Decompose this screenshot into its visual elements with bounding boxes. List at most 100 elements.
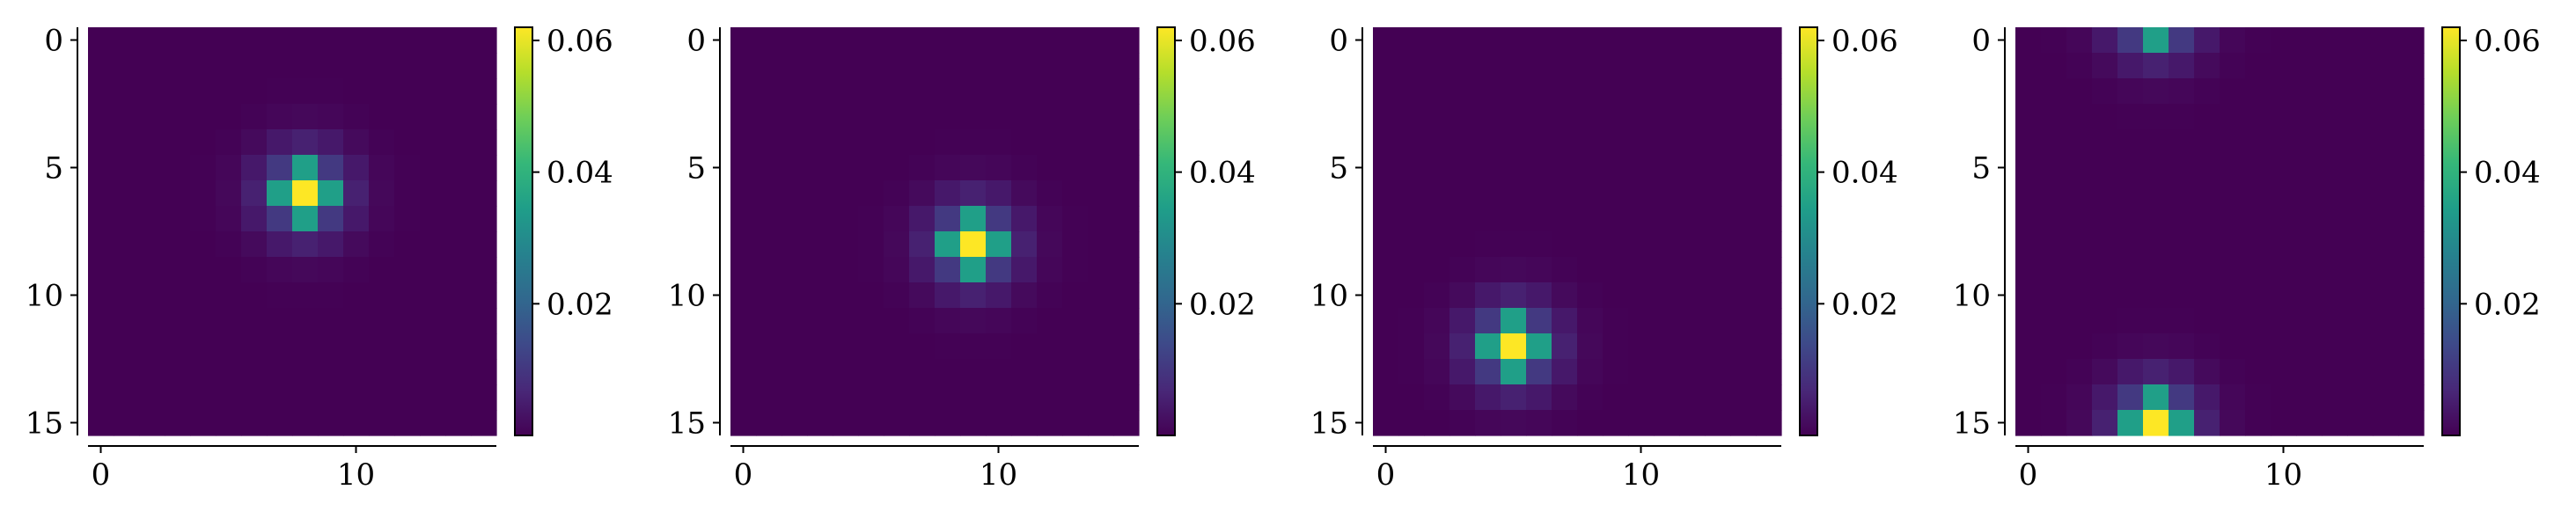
heatmap-cell: [2041, 78, 2067, 105]
heatmap-cell: [88, 53, 114, 79]
heatmap-cell: [88, 104, 114, 130]
heatmap-cell: [1011, 53, 1038, 79]
heatmap-cell: [88, 410, 114, 436]
heatmap-cell: [1756, 282, 1782, 309]
heatmap-cell: [1501, 359, 1527, 385]
heatmap-cell: [756, 384, 782, 411]
heatmap-cell: [2015, 155, 2042, 181]
heatmap-cell: [1628, 104, 1655, 130]
heatmap-cell: [807, 180, 833, 207]
heatmap-cell: [1552, 410, 1578, 436]
heatmap-cell: [2220, 180, 2246, 207]
heatmap-cell: [935, 410, 961, 436]
heatmap-cell: [807, 308, 833, 334]
heatmap-cell: [2373, 104, 2399, 130]
heatmap-cell: [318, 27, 344, 54]
heatmap-cell: [190, 27, 217, 54]
heatmap-cell: [1705, 410, 1731, 436]
heatmap-cell: [114, 104, 140, 130]
heatmap-cell: [2398, 359, 2425, 385]
heatmap-cell: [139, 53, 165, 79]
heatmap-cell: [1730, 206, 1757, 232]
heatmap-cell: [394, 308, 421, 334]
heatmap-cell: [241, 27, 268, 54]
heatmap-cell: [420, 410, 446, 436]
heatmap-cell: [2220, 308, 2246, 334]
heatmap-cell: [292, 206, 319, 232]
heatmap-cell: [986, 206, 1012, 232]
heatmap-cell: [139, 104, 165, 130]
heatmap-cell: [2092, 27, 2118, 54]
heatmap-cell: [1730, 359, 1757, 385]
heatmap-cell: [1603, 333, 1629, 360]
heatmap-cell: [1628, 78, 1655, 105]
heatmap-cell: [1501, 104, 1527, 130]
heatmap-cell: [858, 359, 884, 385]
heatmap-cell: [2347, 27, 2374, 54]
heatmap-cell: [292, 308, 319, 334]
heatmap-cell: [1424, 257, 1450, 283]
heatmap-cell: [1475, 282, 1501, 309]
heatmap-cell: [241, 155, 268, 181]
heatmap-cell: [420, 27, 446, 54]
heatmap-cell: [2194, 78, 2220, 105]
heatmap-cell: [1062, 206, 1089, 232]
heatmap-cell: [909, 410, 936, 436]
heatmap-cell: [730, 333, 757, 360]
heatmap-cell: [756, 129, 782, 156]
heatmap-cell: [1501, 129, 1527, 156]
heatmap-cell: [1113, 257, 1140, 283]
heatmap-cell: [2245, 27, 2271, 54]
heatmap-cell: [1373, 206, 1399, 232]
heatmap-cell: [1449, 384, 1476, 411]
heatmap-cell: [2220, 282, 2246, 309]
heatmap-cell: [782, 53, 808, 79]
heatmap-cell: [1730, 257, 1757, 283]
heatmap-cell: [1654, 359, 1680, 385]
heatmap-panel-1: 0 5 10 15 0 10 0.02 0.04 0.06: [26, 24, 613, 493]
heatmap-cell: [1113, 410, 1140, 436]
heatmap-cell: [267, 308, 293, 334]
heatmap-cell: [1011, 27, 1038, 54]
heatmap-cell: [2271, 282, 2297, 309]
heatmap-cell: [1037, 53, 1063, 79]
heatmap-cell: [833, 231, 859, 258]
heatmap-cell: [2322, 384, 2348, 411]
heatmap-cell: [756, 231, 782, 258]
heatmap-cell: [2373, 206, 2399, 232]
heatmap-cell: [1373, 104, 1399, 130]
heatmap-cell: [114, 27, 140, 54]
heatmap-cell: [960, 308, 987, 334]
heatmap-cell: [2398, 410, 2425, 436]
heatmap-cell: [1475, 359, 1501, 385]
heatmap-cell: [1373, 359, 1399, 385]
heatmap-cell: [369, 282, 395, 309]
heatmap-cell: [2143, 308, 2169, 334]
heatmap-cell: [2398, 129, 2425, 156]
heatmap-cell: [471, 282, 497, 309]
heatmap-cell: [1577, 206, 1604, 232]
heatmap-cell: [2015, 53, 2042, 79]
heatmap-cell: [2143, 410, 2169, 436]
heatmap-cell: [884, 384, 910, 411]
heatmap-cell: [2271, 359, 2297, 385]
heatmap-cell: [1398, 410, 1425, 436]
heatmap-cell: [1730, 410, 1757, 436]
heatmap-cell: [2015, 231, 2042, 258]
heatmap-cell: [1062, 308, 1089, 334]
heatmap-cell: [756, 180, 782, 207]
heatmap-cell: [1424, 384, 1450, 411]
heatmap-cell: [114, 359, 140, 385]
heatmap-cell: [1037, 180, 1063, 207]
heatmap-cell: [1705, 308, 1731, 334]
heatmap-cell: [318, 155, 344, 181]
heatmap-cell: [2041, 308, 2067, 334]
heatmap-cell: [2092, 78, 2118, 105]
heatmap-cell: [730, 206, 757, 232]
heatmap-cell: [1654, 333, 1680, 360]
heatmap-cell: [1475, 257, 1501, 283]
heatmap-cell: [1398, 282, 1425, 309]
heatmap-cell: [165, 410, 191, 436]
heatmap-cell: [1526, 155, 1552, 181]
